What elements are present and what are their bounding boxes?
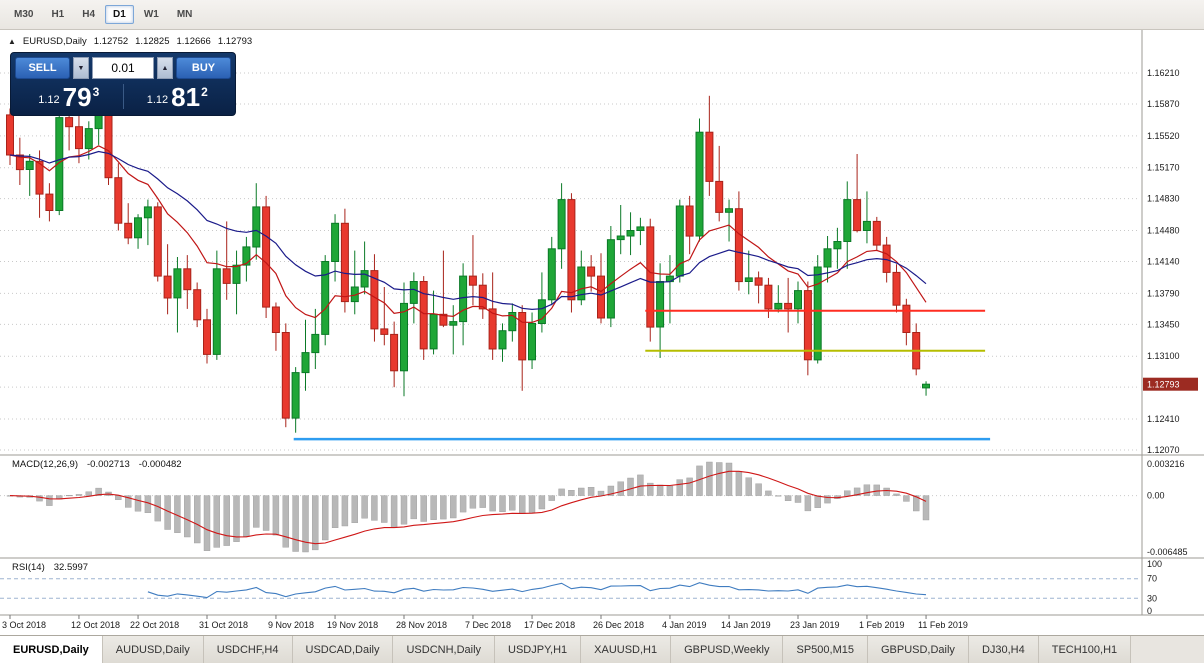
date-label: 1 Feb 2019 [859, 620, 905, 630]
buy-price-pip-digit: 2 [201, 85, 208, 99]
macd-axis-label: 0.00 [1147, 491, 1165, 501]
chart-tab-usdjpy-h1[interactable]: USDJPY,H1 [495, 636, 582, 663]
date-label: 11 Feb 2019 [918, 620, 968, 630]
rsi-name: RSI(14) [12, 562, 45, 573]
moving-average-12 [9, 145, 927, 324]
price-axis-label: 1.13450 [1147, 319, 1180, 329]
moving-average-26 [9, 150, 927, 311]
price-chart-canvas[interactable]: 1.16210 1.15870 1.15520 1.15170 1.14830 1.144… [0, 30, 1204, 635]
chart-tab-usdcad-daily[interactable]: USDCAD,Daily [292, 636, 394, 663]
price-axis-label: 1.15170 [1147, 163, 1180, 173]
price-axis-label: 1.14480 [1147, 226, 1180, 236]
date-label: 9 Nov 2018 [268, 620, 314, 630]
chart-tab-xauusd-h1[interactable]: XAUUSD,H1 [581, 636, 672, 663]
price-divider [122, 84, 124, 109]
macd-signal-value: -0.000482 [138, 459, 182, 470]
current-price-badge-label: 1.12793 [1147, 380, 1180, 390]
sell-price-display[interactable]: 1.12 79 3 [15, 82, 123, 111]
candlesticks [6, 95, 930, 433]
date-label: 17 Dec 2018 [524, 620, 575, 630]
lot-size-input[interactable] [92, 57, 154, 79]
chart-ohlc-header: ▲ EURUSD,Daily 1.12752 1.12825 1.12666 1… [8, 36, 252, 47]
date-label: 26 Dec 2018 [593, 620, 644, 630]
buy-price-display[interactable]: 1.12 81 2 [124, 82, 232, 111]
timeframe-button-m30[interactable]: M30 [6, 5, 41, 24]
one-click-trading-panel: SELL ▼ ▲ BUY 1.12 79 3 1.12 81 2 [10, 52, 236, 116]
chart-tab-usdchf-h4[interactable]: USDCHF,H4 [203, 636, 293, 663]
buy-price-big-digits: 81 [171, 82, 201, 112]
chart-tab-gbpusd-weekly[interactable]: GBPUSD,Weekly [671, 636, 784, 663]
macd-histogram [6, 461, 930, 553]
date-label: 23 Jan 2019 [790, 620, 840, 630]
macd-signal-line [9, 470, 927, 545]
chart-tab-gbpusd-daily[interactable]: GBPUSD,Daily [867, 636, 969, 663]
price-axis-label: 1.14830 [1147, 194, 1180, 204]
sell-price-pip-digit: 3 [92, 85, 100, 99]
sell-button[interactable]: SELL [15, 57, 70, 79]
ohlc-low-value: 1.12666 [176, 36, 211, 47]
chart-window: 1.16210 1.15870 1.15520 1.15170 1.14830 1.144… [0, 30, 1204, 635]
macd-indicator-header: MACD(12,26,9) -0.002713 -0.000482 [12, 459, 182, 470]
chart-tab-usdcnh-daily[interactable]: USDCNH,Daily [393, 636, 496, 663]
lot-decrease-button[interactable]: ▼ [73, 57, 89, 79]
sell-price-big-digits: 79 [62, 82, 92, 112]
macd-main-value: -0.002713 [87, 459, 130, 470]
price-axis-label: 1.12070 [1147, 445, 1180, 455]
date-label: 19 Nov 2018 [327, 620, 378, 630]
chart-tab-dj30-h4[interactable]: DJ30,H4 [968, 636, 1039, 663]
chart-tab-eurusd-daily[interactable]: EURUSD,Daily [0, 636, 103, 663]
macd-axis-label: 0.003216 [1147, 459, 1185, 469]
date-label: 12 Oct 2018 [71, 620, 120, 630]
timeframe-button-w1[interactable]: W1 [136, 5, 167, 24]
timeframe-button-h4[interactable]: H4 [74, 5, 103, 24]
price-axis-label: 1.15520 [1147, 131, 1180, 141]
rsi-indicator-header: RSI(14) 32.5997 [12, 562, 88, 573]
ohlc-close-value: 1.12793 [217, 36, 253, 47]
trade-prices-row: 1.12 79 3 1.12 81 2 [15, 82, 231, 111]
date-label: 3 Oct 2018 [2, 620, 46, 630]
chart-tab-tech100-h1[interactable]: TECH100,H1 [1038, 636, 1132, 663]
rsi-axis-label: 100 [1147, 559, 1162, 569]
chart-tab-audusd-daily[interactable]: AUDUSD,Daily [102, 636, 204, 663]
lot-increase-button[interactable]: ▲ [157, 57, 173, 79]
date-label: 28 Nov 2018 [396, 620, 447, 630]
rsi-axis-label: 0 [1147, 606, 1152, 616]
current-price-badge [1143, 377, 1198, 391]
rsi-axis-label: 30 [1147, 593, 1157, 603]
date-label: 4 Jan 2019 [662, 620, 707, 630]
trade-controls-row: SELL ▼ ▲ BUY [15, 57, 231, 79]
price-axis-label: 1.12410 [1147, 414, 1180, 424]
ohlc-high-value: 1.12825 [135, 36, 170, 47]
timeframe-button-d1[interactable]: D1 [105, 5, 134, 24]
buy-price-prefix: 1.12 [146, 94, 169, 106]
date-label: 31 Oct 2018 [199, 620, 248, 630]
price-axis-label: 1.13790 [1147, 288, 1180, 298]
price-axis-label: 1.14140 [1147, 257, 1180, 267]
sell-price-prefix: 1.12 [38, 94, 60, 106]
date-axis: 3 Oct 2018 12 Oct 2018 22 Oct 2018 31 Oct 2… [2, 615, 968, 630]
timeframe-toolbar: M30 H1 H4 D1 W1 MN [0, 0, 1204, 30]
ohlc-open-value: 1.12752 [93, 36, 129, 47]
timeframe-button-mn[interactable]: MN [169, 5, 201, 24]
rsi-value: 32.5997 [53, 562, 89, 573]
timeframe-button-h1[interactable]: H1 [43, 5, 72, 24]
macd-name: MACD(12,26,9) [12, 459, 78, 470]
rsi-line [147, 582, 927, 599]
rsi-axis-label: 70 [1147, 574, 1157, 584]
price-axis-label: 1.13100 [1147, 351, 1180, 361]
chart-tab-sp500-m15[interactable]: SP500,M15 [783, 636, 868, 663]
chart-tabs-bar: EURUSD,Daily AUDUSD,Daily USDCHF,H4 USDCAD,… [0, 635, 1204, 663]
price-axis-label: 1.15870 [1147, 99, 1180, 109]
date-label: 22 Oct 2018 [130, 620, 179, 630]
buy-button[interactable]: BUY [176, 57, 231, 79]
price-gridlines: 1.16210 1.15870 1.15520 1.15170 1.14830 1.144… [0, 68, 1180, 455]
date-label: 14 Jan 2019 [721, 620, 771, 630]
symbol-label: EURUSD,Daily [22, 36, 87, 47]
price-axis-label: 1.16210 [1147, 68, 1180, 78]
macd-axis-label: -0.006485 [1147, 547, 1188, 557]
date-label: 7 Dec 2018 [465, 620, 511, 630]
one-click-panel-toggle-icon[interactable]: ▲ [8, 37, 16, 46]
